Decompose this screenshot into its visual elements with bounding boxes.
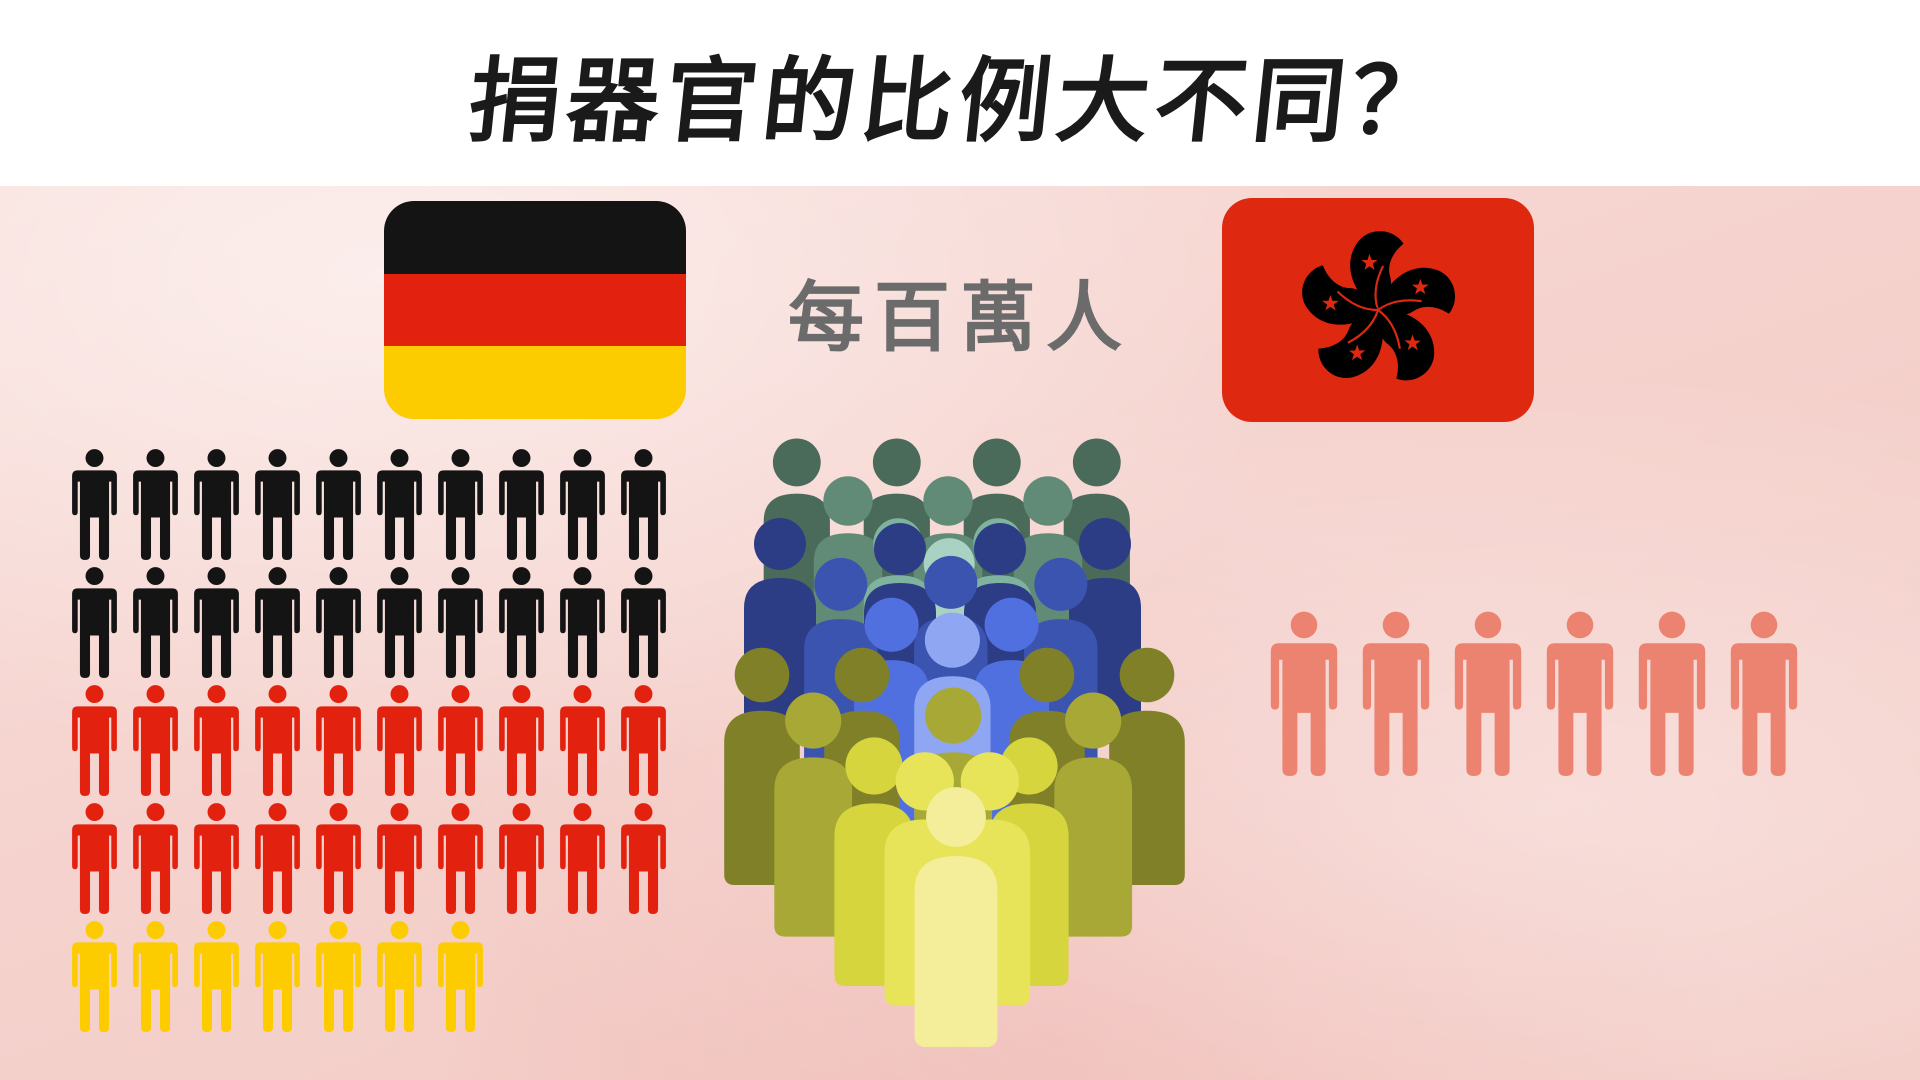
- germany-person-icon: [377, 449, 422, 560]
- germany-person-icon: [560, 803, 605, 914]
- germany-person-icon: [194, 921, 239, 1032]
- germany-person-icon: [377, 921, 422, 1032]
- germany-person-icon: [377, 803, 422, 914]
- germany-person-icon: [621, 803, 666, 914]
- germany-person-icon: [316, 567, 361, 678]
- hong-kong-person-icon: [1546, 611, 1614, 776]
- bauhinia-petal: [1377, 267, 1456, 316]
- germany-person-icon: [194, 449, 239, 560]
- header: 捐器官的比例大不同？: [0, 0, 1920, 186]
- germany-person-icon: [438, 921, 483, 1032]
- crowd-illustration: [724, 438, 1185, 1047]
- germany-person-icon: [72, 803, 117, 914]
- germany-person-icon: [133, 567, 178, 678]
- germany-flag-stripe-red: [384, 273, 686, 347]
- germany-person-icon: [621, 567, 666, 678]
- hong-kong-person-icon: [1638, 611, 1706, 776]
- infographic-area: 每百萬人: [0, 186, 1920, 1080]
- germany-flag-stripe-black: [384, 201, 686, 274]
- germany-person-icon: [438, 567, 483, 678]
- germany-person-icon: [438, 449, 483, 560]
- germany-flag-stripe-gold: [384, 346, 686, 419]
- germany-person-icon: [255, 921, 300, 1032]
- germany-person-icon: [194, 567, 239, 678]
- crowd-person: [774, 692, 853, 937]
- germany-person-icon: [377, 567, 422, 678]
- germany-person-icon: [72, 685, 117, 796]
- hong-kong-person-icon: [1270, 611, 1338, 776]
- germany-person-icon: [560, 449, 605, 560]
- hong-kong-person-icon: [1362, 611, 1430, 776]
- germany-person-icon: [133, 803, 178, 914]
- germany-person-icon: [72, 567, 117, 678]
- germany-person-icon: [316, 803, 361, 914]
- germany-person-icon: [377, 685, 422, 796]
- germany-flag-icon: [384, 201, 686, 419]
- germany-person-icon: [133, 449, 178, 560]
- germany-donor-figures: [72, 448, 692, 1032]
- subtitle-per-million: 每百萬人: [788, 273, 1132, 362]
- germany-person-icon: [438, 803, 483, 914]
- germany-person-icon: [316, 685, 361, 796]
- germany-person-icon: [499, 685, 544, 796]
- bauhinia-petal: [1302, 265, 1379, 325]
- germany-person-icon: [255, 803, 300, 914]
- hong-kong-donor-figures: [1270, 610, 1798, 776]
- germany-person-icon: [194, 685, 239, 796]
- bauhinia-petal: [1377, 309, 1435, 381]
- germany-person-icon: [255, 685, 300, 796]
- bauhinia-petal: [1350, 231, 1404, 311]
- germany-person-icon: [133, 685, 178, 796]
- page-title: 捐器官的比例大不同？: [463, 47, 1455, 155]
- germany-person-icon: [72, 449, 117, 560]
- germany-person-icon: [621, 449, 666, 560]
- germany-person-icon: [316, 449, 361, 560]
- germany-person-icon: [194, 803, 239, 914]
- germany-person-icon: [255, 567, 300, 678]
- crowd-person: [1054, 692, 1133, 937]
- germany-person-icon: [438, 685, 483, 796]
- germany-person-icon: [560, 685, 605, 796]
- germany-person-icon: [621, 685, 666, 796]
- germany-person-icon: [316, 921, 361, 1032]
- hong-kong-person-icon: [1730, 611, 1798, 776]
- germany-person-icon: [560, 567, 605, 678]
- crowd-icon: [720, 404, 1200, 1064]
- germany-person-icon: [255, 449, 300, 560]
- germany-person-icon: [72, 921, 117, 1032]
- germany-person-icon: [499, 449, 544, 560]
- germany-person-icon: [499, 567, 544, 678]
- hong-kong-flag-icon: [1222, 198, 1534, 422]
- hong-kong-person-icon: [1454, 611, 1522, 776]
- bauhinia-petal: [1318, 309, 1383, 379]
- germany-person-icon: [499, 803, 544, 914]
- crowd-person: [914, 787, 998, 1047]
- bauhinia-flower-icon: [1302, 231, 1456, 381]
- germany-person-icon: [133, 921, 178, 1032]
